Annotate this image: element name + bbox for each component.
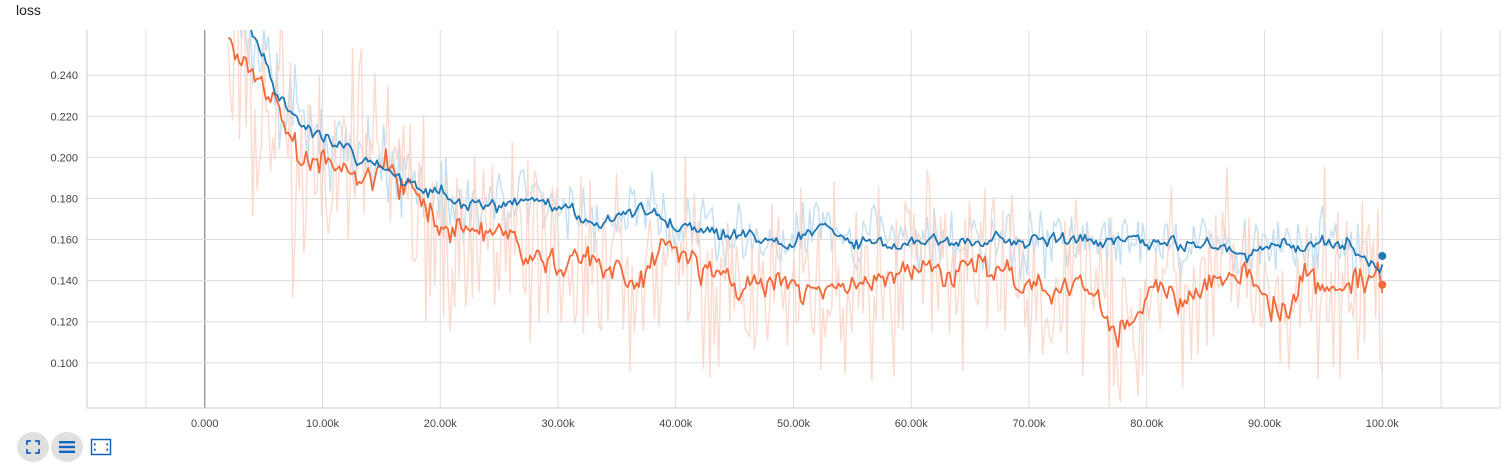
card-title: loss xyxy=(16,2,41,18)
series-line xyxy=(227,37,1384,348)
series-end-point xyxy=(1378,280,1387,289)
y-tick-label: 0.100 xyxy=(50,358,78,370)
fit-domain-icon xyxy=(90,438,112,456)
fullscreen-button[interactable] xyxy=(17,432,49,462)
series-layer xyxy=(227,30,1384,348)
toggle-log-button[interactable] xyxy=(51,432,83,462)
axes: 0.000 10.00k 20.00k 30.00k 40.00k 50.00k 60.00… xyxy=(50,30,1501,430)
series-line xyxy=(250,30,1384,274)
x-tick-label: 0.000 xyxy=(191,418,219,430)
x-tick-label: 20.00k xyxy=(424,418,458,430)
x-tick-label: 70.00k xyxy=(1012,418,1046,430)
x-tick-label: 50.00k xyxy=(777,418,811,430)
y-tick-label: 0.140 xyxy=(50,276,78,288)
series-raw-line xyxy=(239,30,1383,283)
x-tick-label: 30.00k xyxy=(541,418,575,430)
y-tick-label: 0.220 xyxy=(50,111,78,123)
x-tick-label: 60.00k xyxy=(895,418,929,430)
x-tick-label: 40.00k xyxy=(659,418,693,430)
y-tick-label: 0.120 xyxy=(50,317,78,329)
x-tick-label: 90.00k xyxy=(1248,418,1282,430)
grid xyxy=(87,30,1500,408)
x-tick-label: 100.0k xyxy=(1366,418,1400,430)
y-tick-label: 0.240 xyxy=(50,70,78,82)
series-raw-line xyxy=(227,30,1383,407)
series-end-point xyxy=(1378,251,1387,260)
fullscreen-icon xyxy=(26,440,40,454)
x-tick-label: 80.00k xyxy=(1130,418,1164,430)
raw-noise-layer xyxy=(227,30,1383,407)
fit-domain-button[interactable] xyxy=(85,432,117,462)
y-tick-label: 0.180 xyxy=(50,193,78,205)
chart-toolbar xyxy=(17,432,117,462)
x-tick-label: 10.00k xyxy=(306,418,340,430)
loss-chart: 0.000 10.00k 20.00k 30.00k 40.00k 50.00k 60.00… xyxy=(50,30,1501,430)
y-tick-label: 0.200 xyxy=(50,152,78,164)
list-icon xyxy=(59,441,75,453)
y-tick-label: 0.160 xyxy=(50,235,78,247)
